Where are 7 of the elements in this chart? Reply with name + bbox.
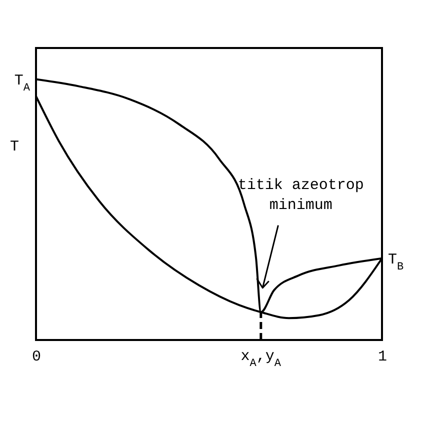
x-tick-label: 1 — [378, 348, 388, 366]
ref-line-label: x$_{A}$,y$_{A}$ — [240, 348, 282, 370]
y-axis-title: T — [10, 138, 20, 156]
x-tick-label: 0 — [32, 348, 42, 366]
annotation: T$_{B}$ — [388, 251, 404, 274]
annotation: titik azeotrop minimum — [238, 177, 364, 214]
annotation: T$_{A}$ — [14, 72, 30, 94]
